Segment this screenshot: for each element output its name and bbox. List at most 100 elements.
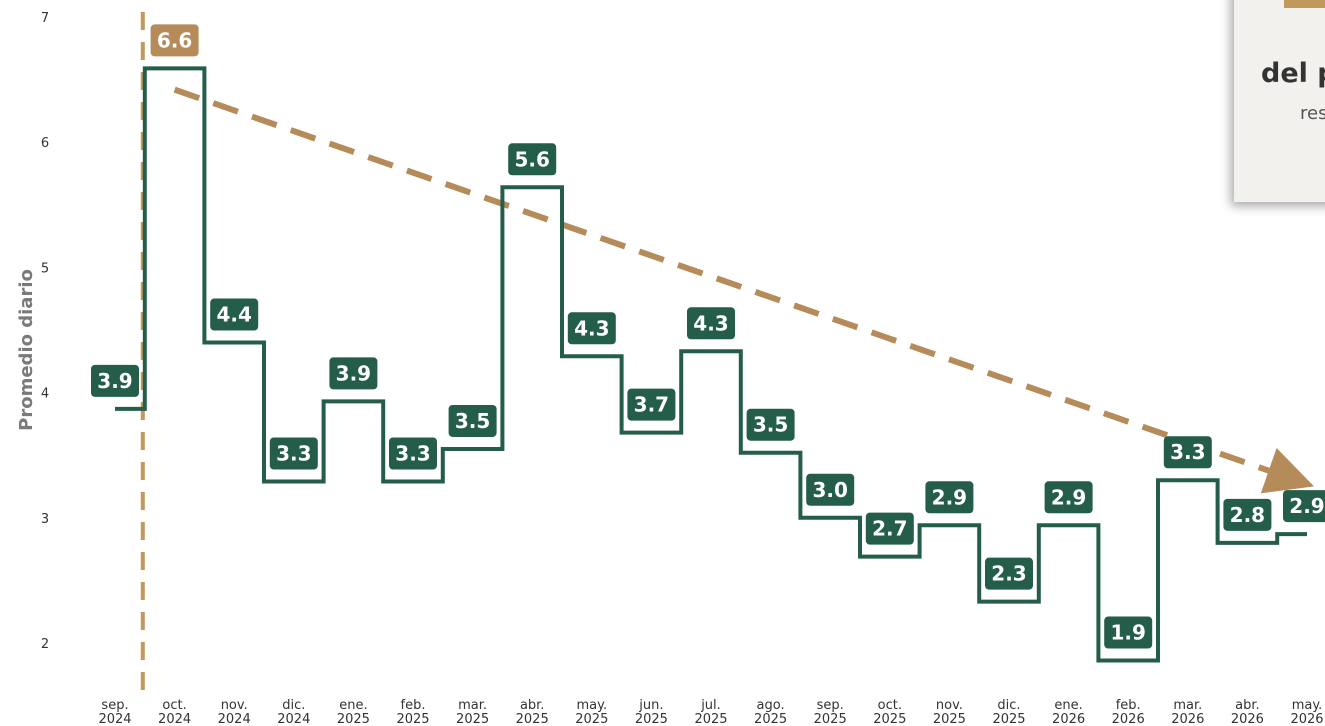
series-step-line	[115, 66, 1307, 663]
data-label-text: 4.3	[574, 316, 609, 340]
x-tick-label: mar. 2026	[1171, 698, 1204, 726]
data-label-text: 3.5	[753, 413, 788, 437]
data-label: 3.0	[806, 473, 855, 506]
data-label-bg	[985, 557, 1033, 590]
x-tick-label: sep. 2025	[814, 698, 847, 726]
data-label: 4.4	[210, 298, 259, 331]
data-label-text: 3.7	[634, 393, 669, 417]
data-label: 2.9	[1044, 481, 1093, 514]
series-layer	[115, 66, 1307, 663]
data-label: 3.9	[329, 357, 378, 390]
data-label-bg	[508, 143, 557, 176]
data-label-text: 3.3	[1170, 440, 1205, 464]
y-tick-label: 4	[41, 387, 49, 402]
x-tick-label: nov. 2024	[218, 698, 251, 726]
x-tick-label: feb. 2025	[396, 698, 429, 726]
x-tick-label: dic. 2024	[277, 698, 310, 726]
x-tick-label: may. 2026	[1290, 698, 1323, 726]
y-tick-label: 5	[41, 261, 49, 276]
x-tick-label: ene. 2026	[1052, 698, 1085, 726]
x-tick-label: ene. 2025	[337, 698, 370, 726]
data-label: 2.9	[925, 481, 974, 514]
x-tick-label: oct. 2024	[158, 698, 191, 726]
y-tick-label: 3	[41, 512, 49, 527]
data-label-bg	[687, 307, 735, 340]
trend-line	[173, 86, 1314, 494]
data-label-bg	[925, 481, 974, 514]
data-label-text: 2.7	[872, 517, 907, 541]
data-label-text: 2.9	[932, 485, 967, 509]
data-label: 5.6	[508, 143, 557, 176]
data-label-bg	[746, 408, 795, 441]
data-label-bg	[1223, 498, 1272, 531]
data-label-bg	[1104, 616, 1153, 649]
data-label-text: 3.9	[97, 369, 132, 393]
data-label: 3.7	[627, 388, 676, 421]
data-label-text: 4.4	[216, 303, 251, 327]
data-label: 3.5	[746, 408, 795, 441]
note-title: del p	[1261, 58, 1325, 89]
y-tick-label: 6	[41, 136, 49, 151]
data-label-bg	[1044, 481, 1093, 514]
data-label-text: 2.9	[1289, 494, 1324, 518]
data-label-bg	[329, 357, 378, 390]
data-label-bg	[91, 364, 139, 397]
x-tick-label: feb. 2026	[1112, 698, 1145, 726]
x-tick-label: ago. 2025	[754, 698, 787, 726]
y-tick-label: 2	[41, 637, 49, 652]
data-label: 3.3	[389, 437, 437, 470]
data-label-text: 3.5	[455, 409, 490, 433]
data-label-text: 6.6	[157, 28, 192, 52]
data-label-text: 3.9	[336, 361, 371, 385]
data-label-text: 2.8	[1230, 503, 1265, 527]
data-label: 3.5	[448, 404, 497, 437]
data-label: 3.9	[91, 364, 139, 397]
data-label-bg	[269, 437, 318, 470]
y-axis-title: Promedio diario	[16, 269, 37, 431]
data-label-layer: 3.9 6.6 4.4 3.3 3.9 3.3 3.5 5.6 4.3 3.7 4.3 3.5 3.0 2…	[91, 24, 1325, 649]
data-label: 2.9	[1283, 490, 1325, 523]
data-label-text: 5.6	[514, 147, 549, 171]
data-label-bg	[806, 473, 855, 506]
x-tick-label: nov. 2025	[933, 698, 966, 726]
data-label-bg	[1283, 490, 1325, 523]
data-label-text: 3.3	[276, 441, 311, 465]
data-label-text: 3.3	[395, 441, 430, 465]
data-label: 2.7	[865, 512, 914, 545]
x-tick-label: abr. 2025	[516, 698, 549, 726]
data-label-text: 1.9	[1110, 621, 1145, 645]
data-label-bg	[865, 512, 914, 545]
data-label-bg	[150, 24, 199, 57]
x-axis: sep. 2024 oct. 2024 nov. 2024 dic. 2024 ene. 2025…	[98, 698, 1323, 726]
data-label-bg	[210, 298, 259, 331]
data-label: 3.3	[269, 437, 318, 470]
x-tick-label: sep. 2024	[98, 698, 131, 726]
data-label-bg	[1163, 436, 1212, 469]
data-label-bg	[389, 437, 437, 470]
x-tick-label: dic. 2025	[992, 698, 1025, 726]
note-accent-bar	[1284, 0, 1325, 8]
x-tick-label: abr. 2026	[1231, 698, 1264, 726]
data-label-text: 2.3	[991, 562, 1026, 586]
data-label: 2.3	[985, 557, 1033, 590]
data-label-text: 2.9	[1051, 485, 1086, 509]
y-axis: 2 3 4 5 6 7	[41, 11, 49, 652]
data-label-bg	[448, 404, 497, 437]
x-tick-label: jul. 2025	[694, 698, 727, 726]
note-subtitle: res	[1300, 103, 1325, 124]
data-label: 4.3	[687, 307, 735, 340]
data-label-bg	[627, 388, 676, 421]
data-label: 4.3	[567, 312, 616, 345]
data-label-bg	[567, 312, 616, 345]
data-label: 1.9	[1104, 616, 1153, 649]
x-tick-label: oct. 2025	[873, 698, 906, 726]
note-card: del p res	[1234, 0, 1325, 202]
trend-line-layer	[173, 86, 1314, 494]
data-label: 3.3	[1163, 436, 1212, 469]
data-label: 6.6	[150, 24, 199, 57]
data-label-text: 3.0	[812, 478, 847, 502]
x-tick-label: mar. 2025	[456, 698, 489, 726]
x-tick-label: may. 2025	[575, 698, 608, 726]
y-tick-label: 7	[41, 11, 49, 26]
